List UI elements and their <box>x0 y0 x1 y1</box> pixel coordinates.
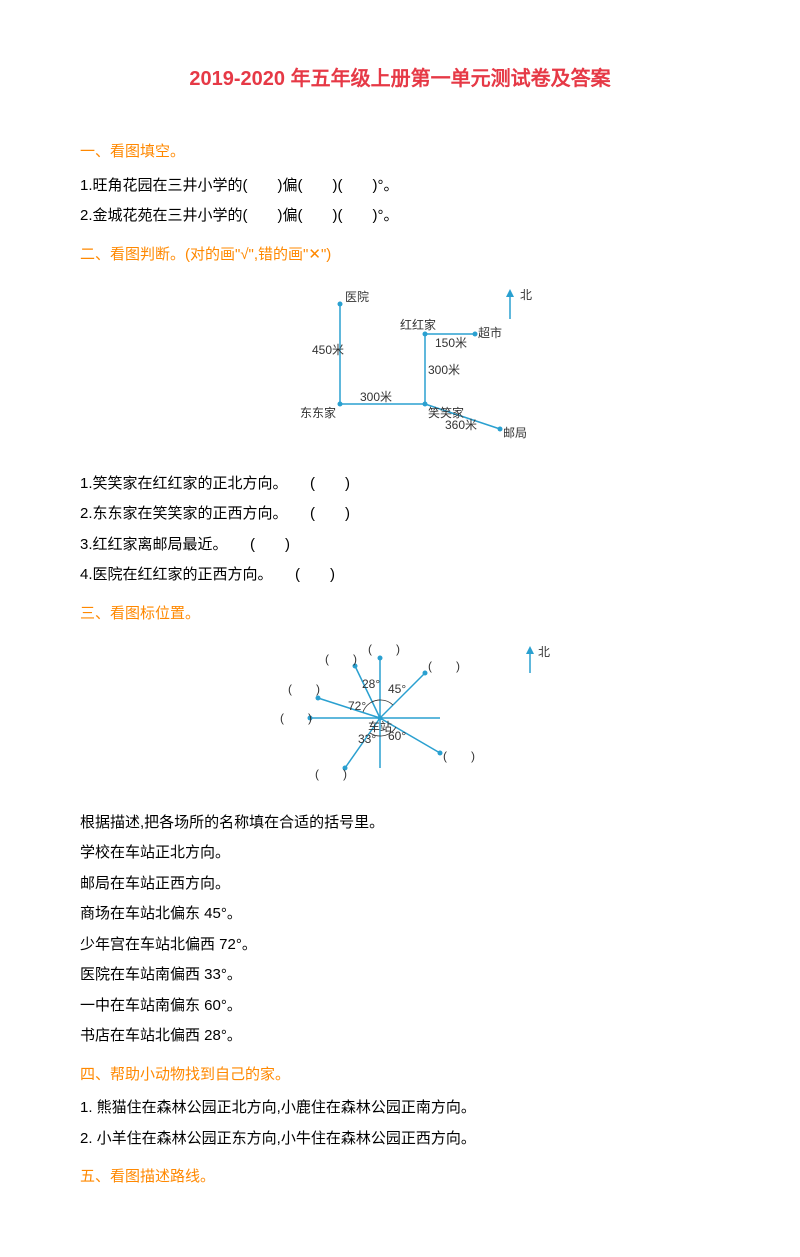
section-3-l2: 邮局在车站正西方向。 <box>80 870 720 899</box>
north-label: 北 <box>520 288 532 302</box>
question-4-2: 2. 小羊住在森林公园正东方向,小牛住在森林公园正西方向。 <box>80 1125 720 1154</box>
section-3-l3: 商场在车站北偏东 45°。 <box>80 900 720 929</box>
svg-text:( ): ( ) <box>368 642 400 656</box>
svg-text:( ): ( ) <box>288 682 320 696</box>
svg-text:( ): ( ) <box>315 767 347 781</box>
svg-text:医院: 医院 <box>345 290 369 304</box>
svg-text:150米: 150米 <box>435 336 467 350</box>
svg-text:300米: 300米 <box>428 363 460 377</box>
question-1-1: 1.旺角花园在三井小学的( )偏( )( )°。 <box>80 172 720 201</box>
svg-text:450米: 450米 <box>312 343 344 357</box>
question-2-2: 2.东东家在笑笑家的正西方向。 ( ) <box>80 500 720 529</box>
svg-text:东东家: 东东家 <box>300 405 336 420</box>
svg-text:( ): ( ) <box>443 749 475 763</box>
svg-text:45°: 45° <box>388 682 406 696</box>
section-3-l7: 书店在车站北偏西 28°。 <box>80 1022 720 1051</box>
svg-text:邮局: 邮局 <box>503 426 527 440</box>
section-3-desc: 根据描述,把各场所的名称填在合适的括号里。 <box>80 809 720 838</box>
svg-text:北: 北 <box>538 645 550 659</box>
diagram-2: 北 医院 450米 东东家 300米 笑笑家 300米 红红家 150米 超市 … <box>80 279 720 460</box>
section-5-header: 五、看图描述路线。 <box>80 1163 720 1192</box>
section-1-header: 一、看图填空。 <box>80 138 720 167</box>
question-2-3: 3.红红家离邮局最近。 ( ) <box>80 531 720 560</box>
question-2-4: 4.医院在红红家的正西方向。 ( ) <box>80 561 720 590</box>
page-title: 2019-2020 年五年级上册第一单元测试卷及答案 <box>80 60 720 98</box>
section-3-l5: 医院在车站南偏西 33°。 <box>80 961 720 990</box>
svg-text:33°: 33° <box>358 732 376 746</box>
section-3-l4: 少年宫在车站北偏西 72°。 <box>80 931 720 960</box>
section-4-header: 四、帮助小动物找到自己的家。 <box>80 1061 720 1090</box>
svg-text:300米: 300米 <box>360 390 392 404</box>
diagram-3: 北 ( ) ( ) 28° ( ) 45° ( ) 72° ( ) <box>80 638 720 799</box>
svg-text:车站: 车站 <box>368 719 392 734</box>
svg-text:( ): ( ) <box>280 711 312 725</box>
svg-text:红红家: 红红家 <box>400 317 436 332</box>
svg-text:28°: 28° <box>362 677 380 691</box>
section-3-header: 三、看图标位置。 <box>80 600 720 629</box>
question-4-1: 1. 熊猫住在森林公园正北方向,小鹿住在森林公园正南方向。 <box>80 1094 720 1123</box>
section-3-l1: 学校在车站正北方向。 <box>80 839 720 868</box>
question-1-2: 2.金城花苑在三井小学的( )偏( )( )°。 <box>80 202 720 231</box>
section-2-header: 二、看图判断。(对的画"√",错的画"✕") <box>80 241 720 270</box>
section-3-l6: 一中在车站南偏东 60°。 <box>80 992 720 1021</box>
svg-text:360米: 360米 <box>445 418 477 432</box>
svg-text:( ): ( ) <box>428 659 460 673</box>
svg-text:( ): ( ) <box>325 652 357 666</box>
svg-text:超市: 超市 <box>478 325 502 340</box>
question-2-1: 1.笑笑家在红红家的正北方向。 ( ) <box>80 470 720 499</box>
